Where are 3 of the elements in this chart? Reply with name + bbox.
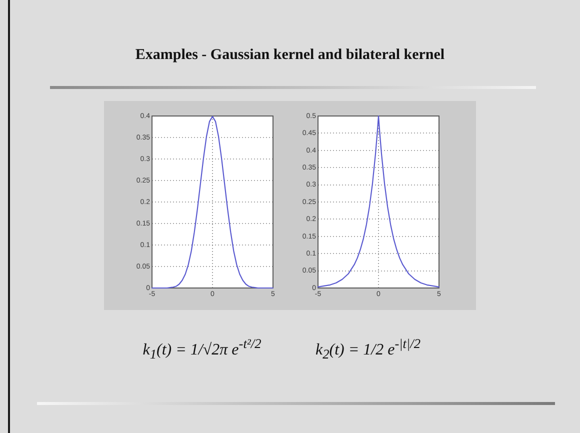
text: k$_{2}$(t) = 1/2 e$^{-|t|/2}$ xyxy=(315,336,421,362)
chart-title: Examples - Gaussian kernel and bilateral kernel xyxy=(134,47,446,64)
text: k$_{1}$(t) = 1/√2π e$^{-t²/2}$ xyxy=(142,336,262,362)
